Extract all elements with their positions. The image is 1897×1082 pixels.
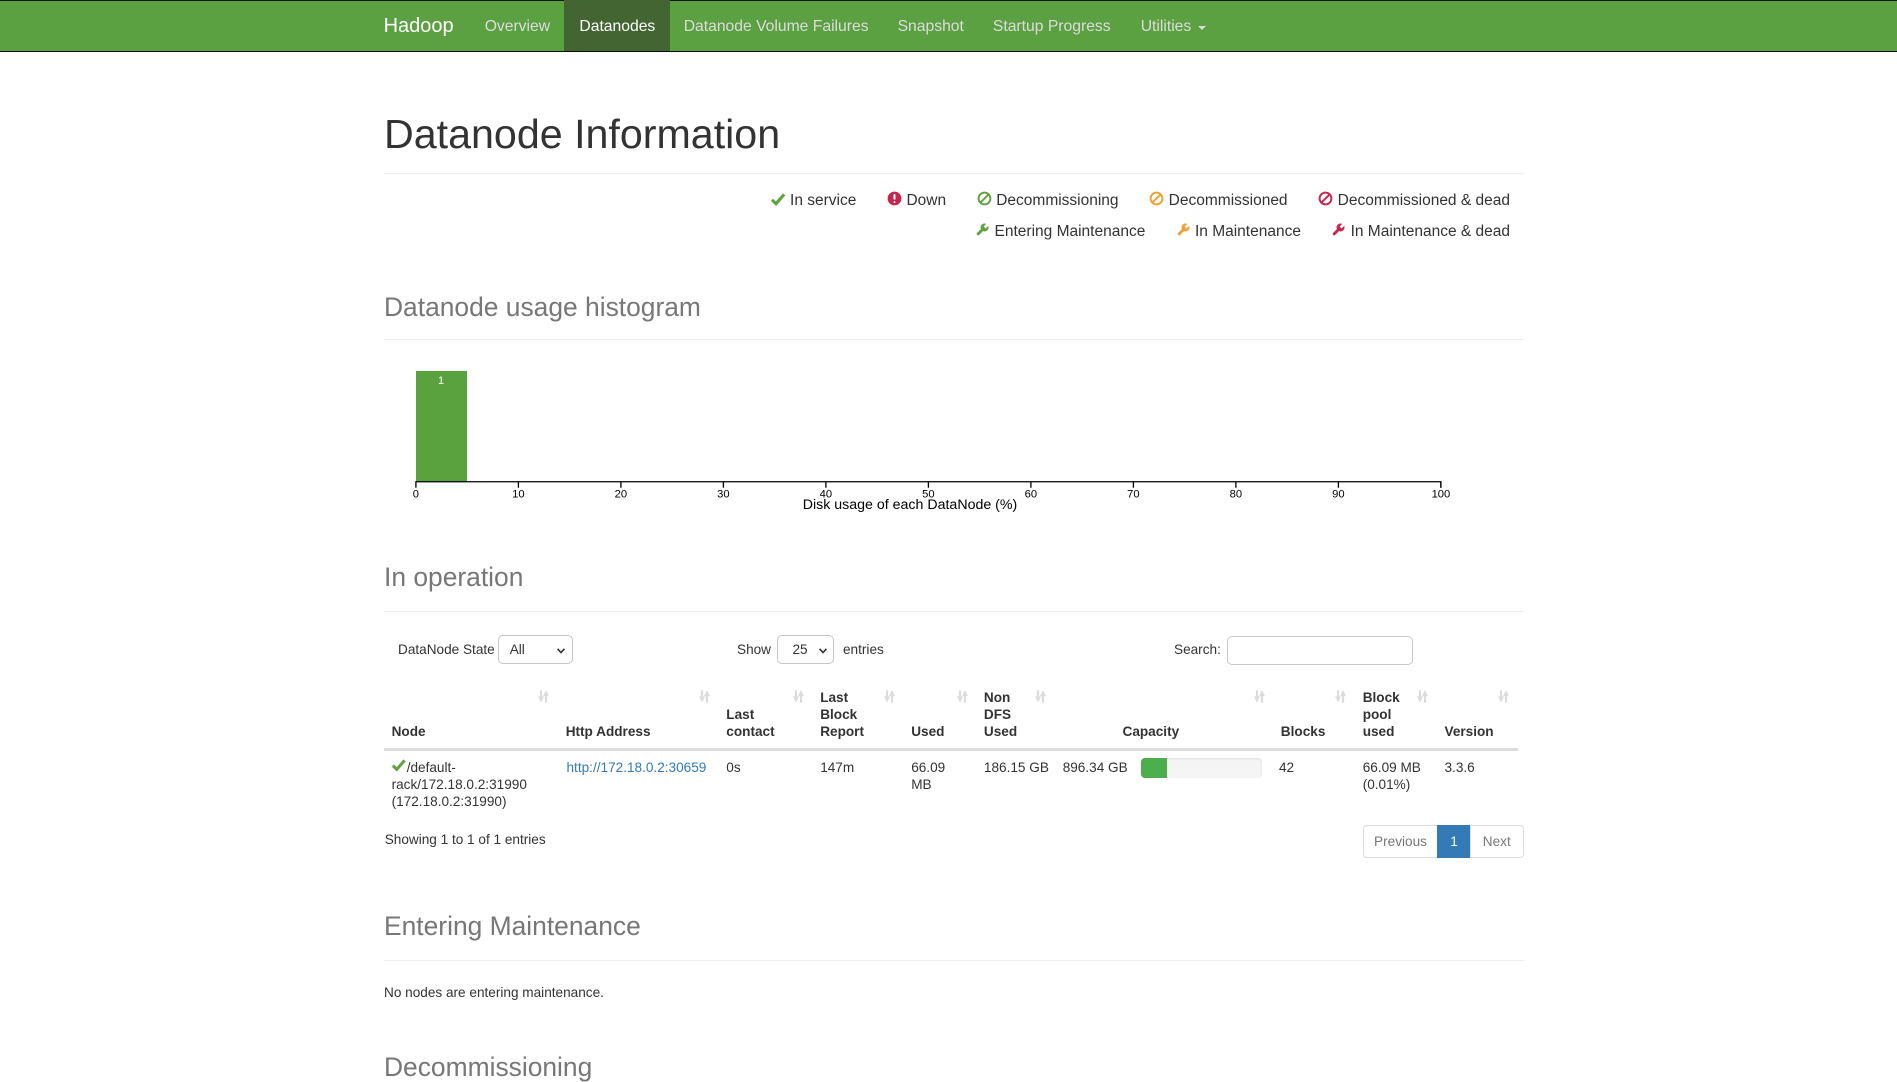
svg-text:80: 80 xyxy=(1229,488,1241,500)
svg-text:70: 70 xyxy=(1127,488,1139,500)
svg-text:10: 10 xyxy=(512,488,524,500)
svg-text:90: 90 xyxy=(1332,488,1344,500)
svg-text:30: 30 xyxy=(717,488,729,500)
svg-text:40: 40 xyxy=(819,488,831,500)
svg-text:20: 20 xyxy=(614,488,626,500)
svg-text:60: 60 xyxy=(1024,488,1036,500)
svg-text:50: 50 xyxy=(922,488,934,500)
svg-text:0: 0 xyxy=(412,488,418,500)
svg-text:100: 100 xyxy=(1431,488,1450,500)
